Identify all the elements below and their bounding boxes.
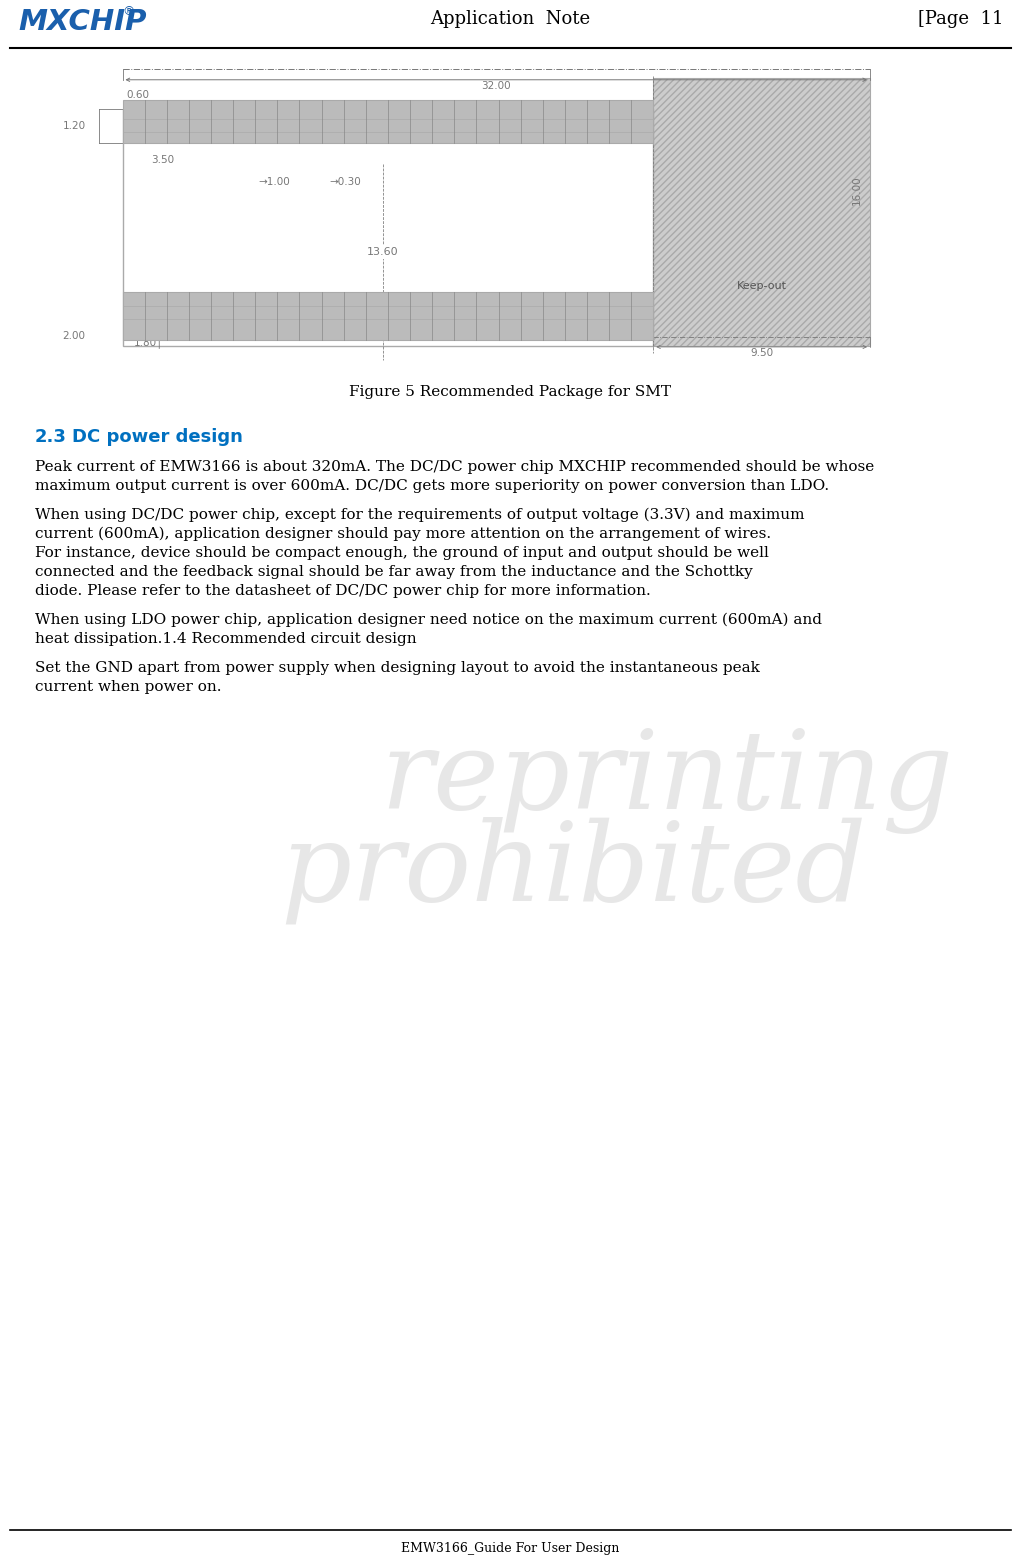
Text: DC power design: DC power design: [72, 429, 243, 446]
Text: →0.90: →0.90: [338, 309, 371, 318]
Text: Peak current of EMW3166 is about 320mA. The DC/DC power chip MXCHIP recommended : Peak current of EMW3166 is about 320mA. …: [35, 460, 874, 474]
Text: 1.80│: 1.80│: [134, 337, 162, 348]
Text: Keep-out: Keep-out: [737, 281, 786, 290]
Text: Figure 5 Recommended Package for SMT: Figure 5 Recommended Package for SMT: [349, 385, 671, 399]
Text: When using DC/DC power chip, except for the requirements of output voltage (3.3V: When using DC/DC power chip, except for …: [35, 508, 805, 522]
Text: EMW3166_Guide For User Design: EMW3166_Guide For User Design: [401, 1542, 619, 1554]
Text: Application  Note: Application Note: [430, 9, 590, 28]
Text: 2.3: 2.3: [35, 429, 66, 446]
Bar: [653, 78, 870, 346]
Text: 20: 20: [629, 327, 642, 338]
Text: connected and the feedback signal should be far away from the inductance and the: connected and the feedback signal should…: [35, 564, 752, 578]
Bar: [123, 109, 653, 346]
Text: 40: 40: [151, 120, 163, 131]
Text: →1.00: →1.00: [258, 178, 290, 187]
Bar: [123, 292, 653, 340]
Text: reprinting: reprinting: [380, 726, 954, 834]
Text: →0.70: →0.70: [258, 309, 290, 318]
Text: 16.00: 16.00: [852, 176, 862, 206]
Text: Set the GND apart from power supply when designing layout to avoid the instantan: Set the GND apart from power supply when…: [35, 661, 760, 675]
Text: current (600mA), application designer should pay more attention on the arrangeme: current (600mA), application designer sh…: [35, 527, 771, 541]
Text: 32.00: 32.00: [482, 81, 512, 90]
Text: current when power on.: current when power on.: [35, 680, 222, 694]
Text: MXCHIP: MXCHIP: [18, 8, 146, 36]
Text: When using LDO power chip, application designer need notice on the maximum curre: When using LDO power chip, application d…: [35, 613, 822, 627]
Text: heat dissipation.1.4 Recommended circuit design: heat dissipation.1.4 Recommended circuit…: [35, 631, 417, 645]
Text: prohibited: prohibited: [280, 817, 867, 924]
Text: ®: ®: [121, 5, 135, 19]
Bar: [123, 100, 653, 143]
Text: 2.00: 2.00: [62, 331, 86, 340]
Text: 1.20: 1.20: [62, 122, 86, 131]
Text: 13.60: 13.60: [367, 246, 398, 257]
Text: 3.50: 3.50: [151, 154, 174, 165]
Text: 0.60: 0.60: [127, 89, 150, 100]
Text: [Page  11: [Page 11: [918, 9, 1003, 28]
Text: For instance, device should be compact enough, the ground of input and output sh: For instance, device should be compact e…: [35, 546, 769, 560]
Text: 1: 1: [644, 101, 649, 109]
Text: →0.30: →0.30: [330, 178, 361, 187]
Text: maximum output current is over 600mA. DC/DC gets more superiority on power conve: maximum output current is over 600mA. DC…: [35, 479, 829, 493]
Text: 9.50: 9.50: [750, 348, 773, 359]
Text: diode. Please refer to the datasheet of DC/DC power chip for more information.: diode. Please refer to the datasheet of …: [35, 585, 650, 599]
